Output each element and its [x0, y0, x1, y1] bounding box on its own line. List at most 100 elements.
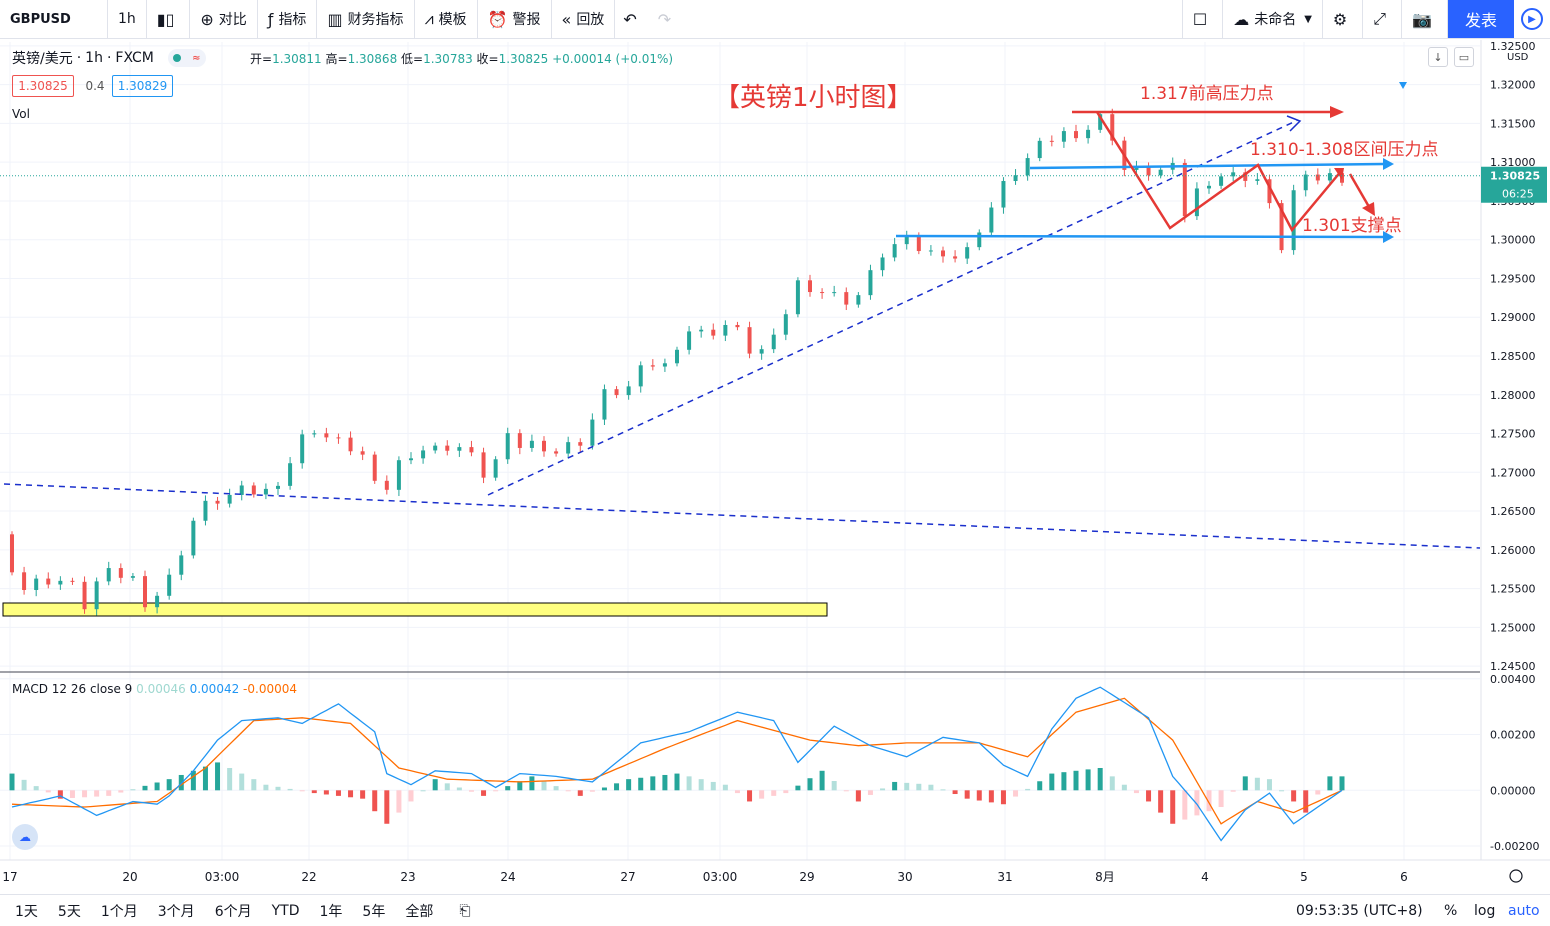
macd-hist-bar	[614, 783, 620, 791]
fullscreen-button[interactable]: ⤢	[1363, 0, 1403, 38]
macd-hist-bar	[517, 781, 523, 791]
support-label[interactable]: 1.301支撑点	[1302, 216, 1402, 236]
price-axis[interactable]: 1.325001.320001.315001.310001.305001.300…	[0, 40, 1550, 860]
undo-button[interactable]: ↶	[615, 0, 649, 38]
interval-label: 1h	[118, 11, 136, 27]
range-1d[interactable]: 1天	[15, 903, 38, 920]
chart-title-annotation[interactable]: 【英镑1小时图】	[714, 83, 913, 113]
alerts-button[interactable]: ⏰ 警报	[478, 0, 552, 38]
snapshot-button[interactable]: 📷	[1402, 0, 1448, 38]
drawings[interactable]: 【英镑1小时图】 1.317前高压力点 1.310-1.308区间压力点 1.301支…	[3, 83, 1481, 549]
macd-hist-bar	[227, 768, 233, 791]
arrow-head[interactable]	[1334, 168, 1344, 180]
arrow-head[interactable]	[1383, 231, 1394, 243]
sell-price-box[interactable]: 1.30825	[12, 75, 74, 97]
arrow-head[interactable]	[1362, 202, 1375, 216]
candle	[215, 496, 220, 510]
candle-body	[542, 440, 546, 452]
macd-hist-bar	[106, 790, 112, 796]
clock-display[interactable]: 09:53:35 (UTC+8)	[1296, 902, 1423, 919]
macd-hist-bar	[444, 783, 450, 791]
redo-button[interactable]: ↷	[650, 0, 684, 38]
indicators-button[interactable]: ƒ 指标	[258, 0, 318, 38]
buy-price-box[interactable]: 1.30829	[112, 75, 173, 97]
range-1m[interactable]: 1个月	[100, 903, 138, 920]
range-3m[interactable]: 3个月	[157, 903, 195, 920]
goto-date-icon[interactable]: ⎗	[459, 902, 471, 919]
publish-button[interactable]: 发表	[1448, 0, 1514, 38]
projection-zigzag[interactable]	[1095, 111, 1343, 233]
candle-body	[735, 324, 740, 328]
support-line[interactable]	[895, 234, 1386, 239]
candle	[711, 323, 716, 340]
range-all[interactable]: 全部	[405, 903, 434, 920]
time-settings-gear-icon[interactable]	[1509, 869, 1523, 883]
range-5y[interactable]: 5年	[362, 903, 386, 920]
settings-button[interactable]: ⚙	[1323, 0, 1364, 38]
play-button[interactable]: ▶	[1514, 0, 1550, 38]
candle-body	[844, 292, 849, 305]
candle	[1158, 166, 1163, 179]
layout-name-button[interactable]: ☁ 未命名 ▼	[1223, 0, 1323, 38]
restore-icon[interactable]: ▭	[1454, 47, 1474, 67]
macd-hist-bar	[807, 778, 813, 791]
market-status-toggle[interactable]: ≈	[167, 49, 206, 67]
candle	[783, 309, 788, 341]
support-zone-rectangle[interactable]	[2, 602, 828, 617]
macd-hist-bar	[601, 787, 607, 791]
macd-hist-bar	[9, 773, 15, 791]
arrow-head[interactable]	[1383, 158, 1394, 170]
macd-hist-bar	[335, 790, 341, 796]
macd-hist-bar	[964, 790, 970, 799]
templates-button[interactable]: ⩘ 模板	[415, 0, 478, 38]
macd-hist-bar	[215, 762, 221, 791]
candle	[941, 246, 945, 263]
candle	[1049, 135, 1054, 147]
arrow-head[interactable]	[1330, 106, 1344, 118]
time-axis[interactable]: 17 20 03:00 22 23 24 27 03:00 29 30 31 8月 4 5 6	[0, 859, 1550, 884]
candle-body	[759, 349, 764, 354]
interval-button[interactable]: 1h	[108, 0, 147, 38]
auto-toggle[interactable]: auto	[1508, 902, 1540, 919]
percent-toggle[interactable]: %	[1444, 902, 1458, 919]
range-1y[interactable]: 1年	[319, 903, 343, 920]
resistance-zone-line[interactable]	[1029, 162, 1386, 170]
candle	[856, 292, 861, 308]
macd-hist-bar	[287, 788, 293, 791]
log-toggle[interactable]: log	[1474, 902, 1496, 919]
candle-body	[1182, 162, 1187, 217]
resistance-high-label[interactable]: 1.317前高压力点	[1140, 84, 1274, 104]
macd-hist-bar	[795, 785, 801, 791]
macd-hist-bar	[275, 786, 281, 791]
replay-button[interactable]: «回放	[552, 0, 616, 38]
candle-body	[1255, 179, 1260, 181]
tradingview-logo-icon[interactable]: ☁	[12, 824, 38, 850]
resistance-zone-label[interactable]: 1.310-1.308区间压力点	[1250, 140, 1438, 160]
templates-label: 模板	[438, 12, 467, 28]
candle-body	[1219, 176, 1224, 186]
range-6m[interactable]: 6个月	[214, 903, 252, 920]
financials-button[interactable]: ▥ 财务指标	[317, 0, 415, 38]
current-price-badge[interactable]	[1481, 166, 1547, 203]
macd-hist-bar	[130, 789, 136, 791]
dashed-trend-line-long[interactable]	[3, 483, 1481, 549]
candle-body	[868, 270, 873, 296]
macd-hist-bar	[1194, 790, 1200, 816]
range-5d[interactable]: 5天	[57, 903, 81, 920]
arrow-down-icon[interactable]: ↓	[1428, 47, 1448, 67]
price-tick-label: 1.31000	[1490, 156, 1536, 169]
dashed-trend-line-rising[interactable]	[487, 119, 1299, 496]
chart-type-button[interactable]: ▮▯	[147, 0, 191, 38]
macd-hist-bar	[1170, 790, 1176, 824]
bottom-bar: 1天 5天 1个月 3个月 6个月 YTD 1年 5年 全部 ⎗ 09:53:3…	[0, 894, 1550, 926]
candle	[1182, 159, 1187, 223]
arrow-head[interactable]	[1286, 115, 1302, 132]
macd-hist-bar	[1025, 788, 1031, 791]
macd-hist-bar	[880, 788, 886, 791]
compare-button[interactable]: ⊕ 对比	[190, 0, 258, 38]
layout-toggle-button[interactable]: ☐	[1181, 0, 1224, 38]
range-ytd[interactable]: YTD	[271, 902, 300, 919]
macd-hist-bar	[1073, 770, 1079, 791]
symbol-search-button[interactable]: GBPUSD	[0, 0, 108, 38]
